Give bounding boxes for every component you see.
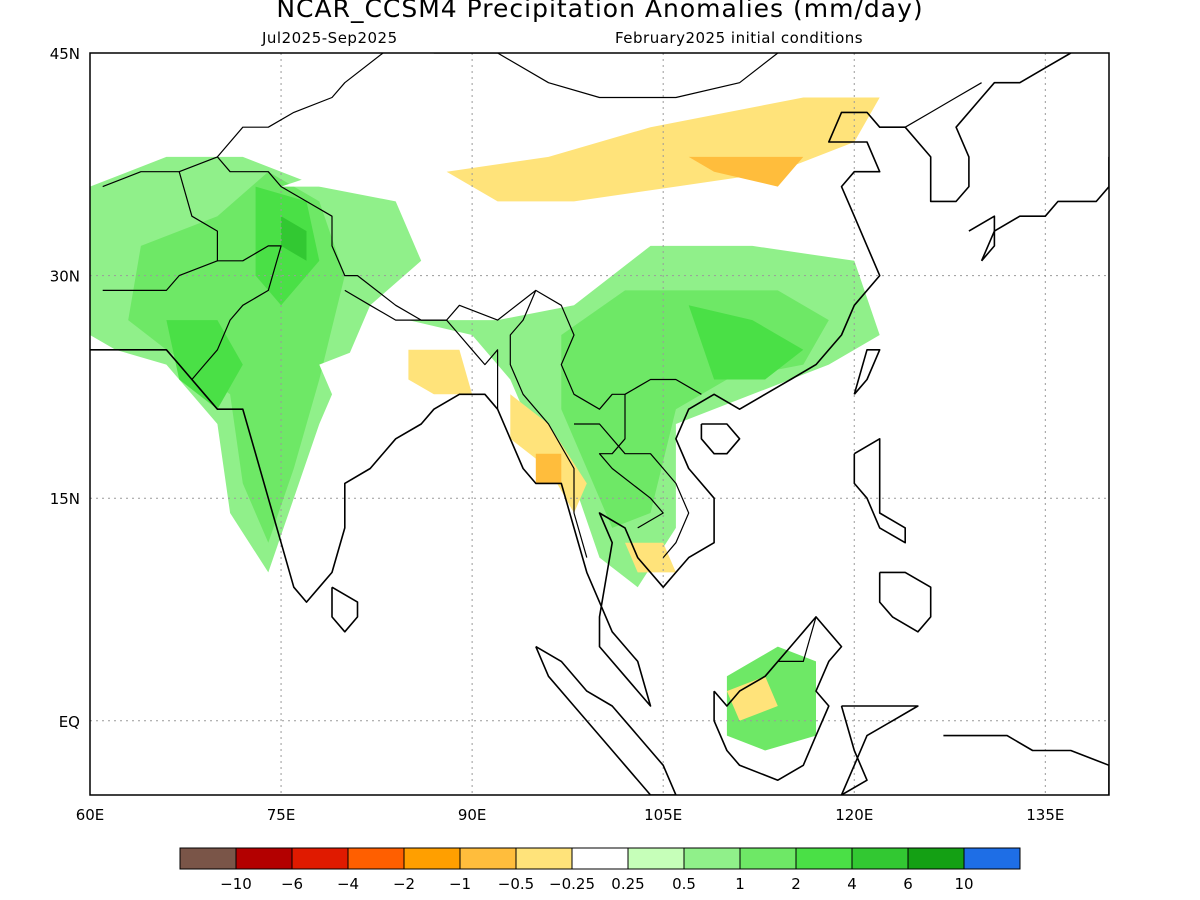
lat-tick-label: 30N — [50, 268, 80, 286]
lat-tick-label: 45N — [50, 45, 80, 63]
colorbar-swatch — [627, 847, 685, 870]
colorbar-tick-label: 2 — [791, 875, 801, 893]
colorbar-tick-label: 10 — [954, 875, 973, 893]
country-border — [191, 245, 282, 380]
coastline — [331, 586, 359, 633]
initial-conditions-label: February2025 initial conditions — [615, 29, 864, 47]
colorbar-tick-label: 0.25 — [611, 875, 644, 893]
country-border — [433, 53, 780, 99]
colorbar-swatch — [963, 847, 1021, 870]
country-border — [598, 394, 664, 529]
coastline — [943, 734, 1109, 795]
colorbar-tick-label: 0.5 — [672, 875, 696, 893]
colorbar-swatch — [179, 847, 237, 870]
lon-tick-label: 135E — [1026, 806, 1064, 824]
country-border — [216, 53, 384, 158]
coastline — [853, 437, 907, 544]
colorbar-swatch — [795, 847, 853, 870]
country-border — [102, 171, 218, 291]
coastline — [535, 645, 677, 795]
anomaly-region-6 — [688, 305, 804, 380]
colorbar-tick-label: 4 — [847, 875, 857, 893]
lat-tick-label: 15N — [50, 490, 80, 508]
colorbar-swatch — [235, 847, 293, 870]
lon-tick-label: 120E — [835, 806, 873, 824]
colorbar-tick-label: −10 — [220, 875, 252, 893]
colorbar-tick-label: −4 — [337, 875, 359, 893]
anomaly-region-13 — [408, 349, 473, 395]
anomaly-region-15 — [535, 453, 562, 484]
anomaly-region-7 — [281, 216, 307, 261]
coastline — [878, 571, 932, 633]
colorbar-swatch — [739, 847, 797, 870]
colorbar-swatch — [683, 847, 741, 870]
colorbar-swatch — [515, 847, 573, 870]
anomaly-region-11 — [688, 156, 804, 187]
coastlines — [90, 53, 1109, 795]
colorbar-tick-label: 1 — [735, 875, 745, 893]
lon-tick-label: 75E — [267, 806, 296, 824]
country-border — [574, 423, 690, 558]
colorbar-tick-label: −2 — [393, 875, 415, 893]
coastline — [853, 348, 881, 395]
colorbar-tick-label: −1 — [449, 875, 471, 893]
colorbar-swatch — [571, 847, 629, 870]
map-title: NCAR_CCSM4 Precipitation Anomalies (mm/d… — [276, 0, 924, 23]
colorbar-swatch — [403, 847, 461, 870]
coastline — [90, 53, 1072, 707]
colorbar-swatch — [291, 847, 349, 870]
colorbar-tick-label: −6 — [281, 875, 303, 893]
lon-tick-label: 90E — [458, 806, 487, 824]
colorbar-swatch — [907, 847, 965, 870]
lon-tick-label: 105E — [644, 806, 682, 824]
lat-tick-label: EQ — [59, 713, 80, 731]
coastline — [700, 423, 741, 455]
lon-tick-label: 60E — [76, 806, 105, 824]
colorbar-swatch — [459, 847, 517, 870]
colorbar: −10 −6 −4 −2 −1 −0.5 −0.25 0.25 0.5 1 2 4 6 10 — [179, 847, 1021, 893]
country-border — [777, 616, 817, 663]
coastline — [980, 156, 1109, 262]
anomaly-region-14 — [510, 394, 587, 513]
country-border — [904, 82, 982, 128]
colorbar-swatch — [851, 847, 909, 870]
colorbar-tick-label: −0.5 — [498, 875, 534, 893]
anomaly-region-17 — [726, 676, 778, 721]
coastline — [713, 616, 843, 782]
country-border — [446, 319, 499, 410]
colorbar-tick-label: −0.25 — [549, 875, 595, 893]
coastline — [968, 215, 996, 262]
coastline — [840, 705, 919, 795]
colorbar-tick-label: 6 — [903, 875, 913, 893]
country-border — [509, 290, 588, 558]
forecast-period-label: Jul2025-Sep2025 — [262, 29, 398, 47]
country-border — [344, 289, 447, 321]
gridlines — [90, 53, 1109, 795]
plot-frame — [89, 52, 1110, 796]
colorbar-swatch — [347, 847, 405, 870]
axis-labels: 60E 75E 90E 105E 120E 135E 45N 30N 15N EQ — [50, 45, 1065, 824]
